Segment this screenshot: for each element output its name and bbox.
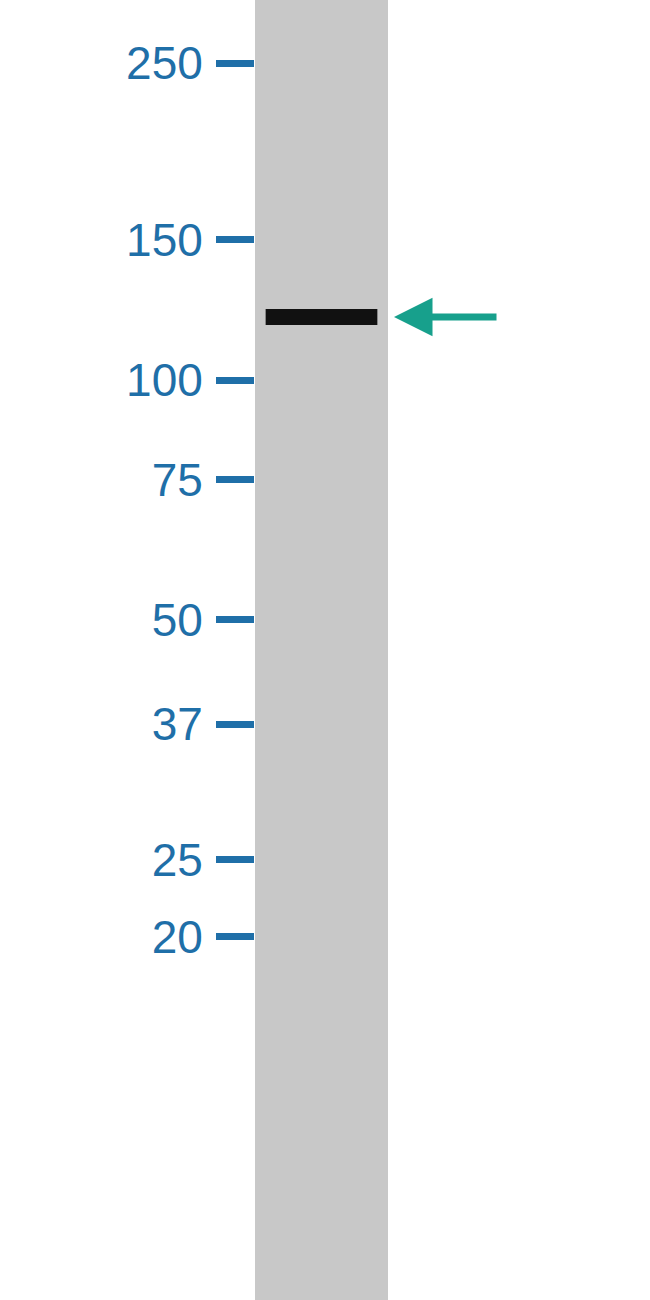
svg-text:20: 20 <box>152 911 203 963</box>
svg-text:50: 50 <box>152 594 203 646</box>
svg-text:25: 25 <box>152 834 203 886</box>
svg-text:37: 37 <box>152 698 203 750</box>
svg-text:250: 250 <box>126 37 203 89</box>
svg-text:100: 100 <box>126 354 203 406</box>
svg-text:75: 75 <box>152 454 203 506</box>
svg-text:150: 150 <box>126 214 203 266</box>
